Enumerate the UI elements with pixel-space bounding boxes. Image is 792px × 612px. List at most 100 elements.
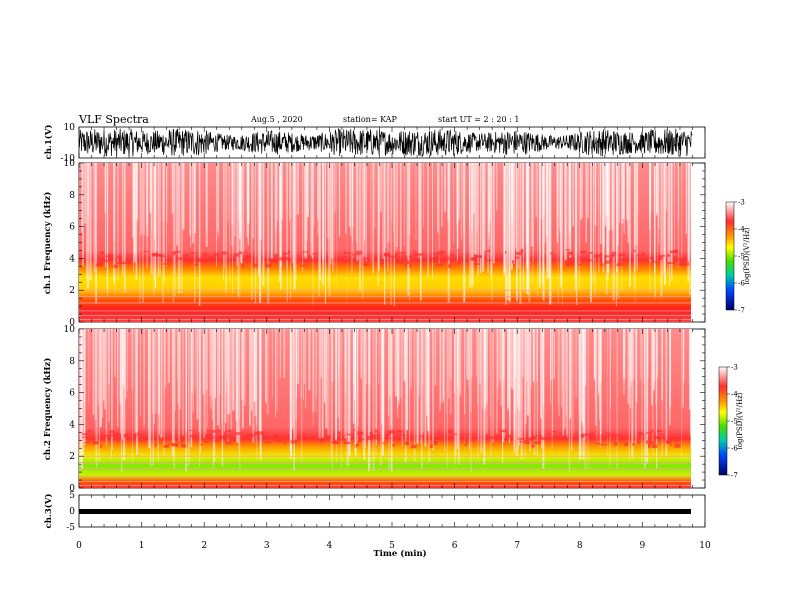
colorbar-tick-label: -6: [738, 280, 745, 288]
spectrogram-streak: [630, 329, 631, 408]
spectrogram-burst: [123, 433, 128, 438]
spectrogram-streak: [262, 163, 265, 286]
spectrogram-streak: [543, 163, 546, 215]
spectrogram-burst: [637, 254, 644, 257]
spectrogram-streak: [160, 163, 161, 276]
spectrogram-streak: [254, 329, 257, 417]
spectrogram-streak: [649, 163, 651, 263]
spectrogram-streak: [296, 329, 297, 399]
spectrogram-streak: [519, 163, 522, 305]
spectrogram-streak: [297, 329, 300, 384]
spectrogram-streak: [461, 163, 463, 215]
spectrogram-streak: [386, 163, 389, 243]
spectrogram-streak: [363, 163, 366, 241]
spectrogram-streak: [635, 329, 637, 445]
spectrogram-burst: [282, 252, 289, 255]
spectrogram-burst: [374, 429, 378, 434]
spectrogram-burst: [578, 263, 582, 266]
spectrogram-streak: [289, 163, 290, 221]
x-tick-label: 5: [389, 541, 395, 551]
spectrogram-burst: [387, 429, 395, 434]
spectrogram-streak: [337, 329, 340, 419]
spectrogram-streak: [199, 329, 201, 467]
spectrogram-streak: [464, 329, 466, 415]
spectrogram-streak: [166, 163, 167, 267]
spectrogram-streak: [551, 329, 553, 449]
spectrogram-burst: [633, 249, 635, 252]
spectrogram-streak: [421, 329, 423, 469]
spectrogram-burst: [517, 438, 525, 440]
spectrogram-streak: [249, 329, 251, 426]
spectrogram-burst: [476, 256, 482, 258]
spectrogram-streak: [240, 163, 243, 264]
spectrogram-streak: [622, 163, 625, 219]
spectrogram-burst: [246, 433, 253, 437]
spectrogram-burst: [615, 264, 618, 266]
spectrogram-streak: [690, 329, 693, 450]
spectrogram-burst: [303, 432, 305, 437]
spectrogram-burst: [433, 441, 438, 445]
spectrogram-burst: [465, 441, 468, 444]
spectrogram-streak: [158, 163, 160, 254]
spectrogram-streak: [251, 329, 253, 411]
spectrogram-streak: [459, 329, 462, 396]
spectrogram-streak: [662, 163, 665, 275]
spectrogram-streak: [459, 329, 461, 394]
spectrogram-streak: [373, 163, 376, 229]
spectrogram-burst: [674, 438, 680, 442]
spectrogram-streak: [513, 329, 515, 448]
spectrogram-burst: [676, 258, 679, 262]
spectrogram-streak: [390, 163, 392, 305]
spectrogram-burst: [674, 443, 681, 448]
spectrogram-burst: [95, 442, 99, 444]
y-tick-label: 0: [69, 484, 75, 494]
spectrogram-streak: [359, 163, 361, 290]
spectrogram-burst: [110, 430, 115, 434]
spectrogram-streak: [651, 329, 653, 406]
spectrogram-streak: [148, 329, 151, 448]
spectrogram-burst: [195, 257, 203, 262]
spectrogram-streak: [317, 163, 319, 220]
spectrogram-streak: [111, 329, 112, 459]
spectrogram-streak: [596, 329, 598, 444]
spectrogram-burst: [504, 437, 506, 442]
spectrogram-streak: [83, 329, 86, 445]
spectrogram-streak: [611, 163, 614, 229]
spectrogram-streak: [369, 329, 371, 465]
spectrogram-streak: [669, 329, 672, 407]
spectrogram-burst: [594, 254, 601, 258]
spectrogram-streak: [682, 329, 684, 408]
spectrogram-streak: [177, 163, 181, 294]
spectrogram-burst: [113, 433, 119, 437]
spectrogram-streak: [685, 163, 687, 234]
spectrogram-burst: [579, 258, 585, 261]
spectrogram-streak: [206, 329, 208, 428]
spectrogram-streak: [79, 329, 82, 466]
spectrogram-streak: [582, 329, 584, 426]
spectrogram-streak: [526, 329, 528, 382]
spectrogram-streak: [174, 163, 176, 297]
spectrogram-streak: [256, 329, 258, 459]
spectrogram-streak: [266, 329, 269, 415]
spectrogram-burst: [506, 435, 511, 438]
spectrogram-streak: [161, 329, 163, 437]
spectrogram-streak: [509, 329, 511, 418]
spectrogram-streak: [324, 163, 326, 305]
spectrogram-streak: [134, 163, 136, 254]
spectrogram-burst: [370, 434, 376, 439]
spectrogram-burst: [621, 258, 628, 261]
spectrogram-streak: [87, 163, 89, 254]
spectrogram-streak: [286, 163, 288, 302]
spectrogram-streak: [363, 163, 366, 257]
spectrogram-streak: [681, 163, 683, 258]
spectrogram-burst: [219, 251, 225, 253]
spectrogram-streak: [95, 163, 97, 304]
spectrogram-streak: [503, 163, 506, 276]
spectrogram-streak: [365, 329, 368, 385]
spectrogram-burst: [612, 251, 617, 256]
y-tick-label: 4: [69, 420, 75, 430]
spectrogram-streak: [83, 329, 85, 458]
spectrogram-burst: [244, 251, 247, 253]
spectrogram-streak: [406, 163, 409, 257]
spectrogram-streak: [87, 163, 89, 216]
